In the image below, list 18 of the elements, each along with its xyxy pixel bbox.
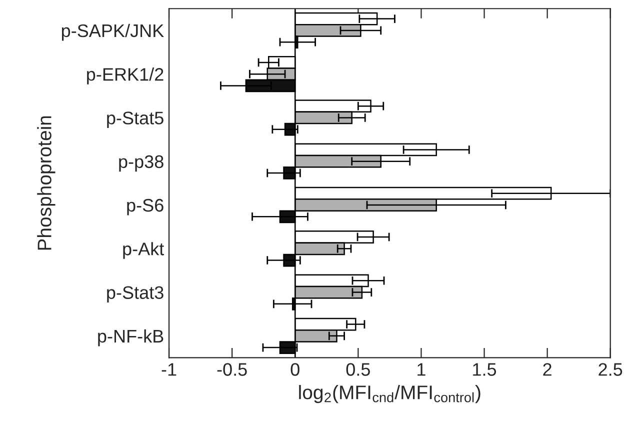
y-tick-label: p-S6 (127, 198, 164, 216)
y-tick-label: p-Stat5 (107, 112, 164, 128)
y-tick-label: p-Akt (123, 242, 164, 259)
x-tick-label: 2 (543, 363, 552, 376)
y-tick-label: p-NF-kB (98, 329, 164, 346)
x-tick-label: -1 (162, 363, 176, 376)
y-axis-title: Phosphoprotein (37, 116, 56, 250)
x-tick-label: 0 (290, 363, 300, 376)
x-axis-title: log$_{2}$(MFI$_{cnd}$/MFI$_{control}$) (299, 384, 480, 404)
y-tick-label: p-ERK1/2 (87, 68, 164, 84)
x-tick-label: 1 (418, 363, 426, 376)
x-tick-label: 2.5 (598, 363, 622, 376)
x-tick-label: -0.5 (217, 363, 247, 376)
x-tick-label: 1.5 (473, 363, 496, 376)
y-tick-label: p-SAPK/JNK (62, 24, 164, 41)
x-tick-label: 0.5 (346, 363, 370, 376)
y-tick-label: p-Stat3 (107, 286, 164, 303)
y-tick-label: p-p38 (119, 155, 164, 172)
